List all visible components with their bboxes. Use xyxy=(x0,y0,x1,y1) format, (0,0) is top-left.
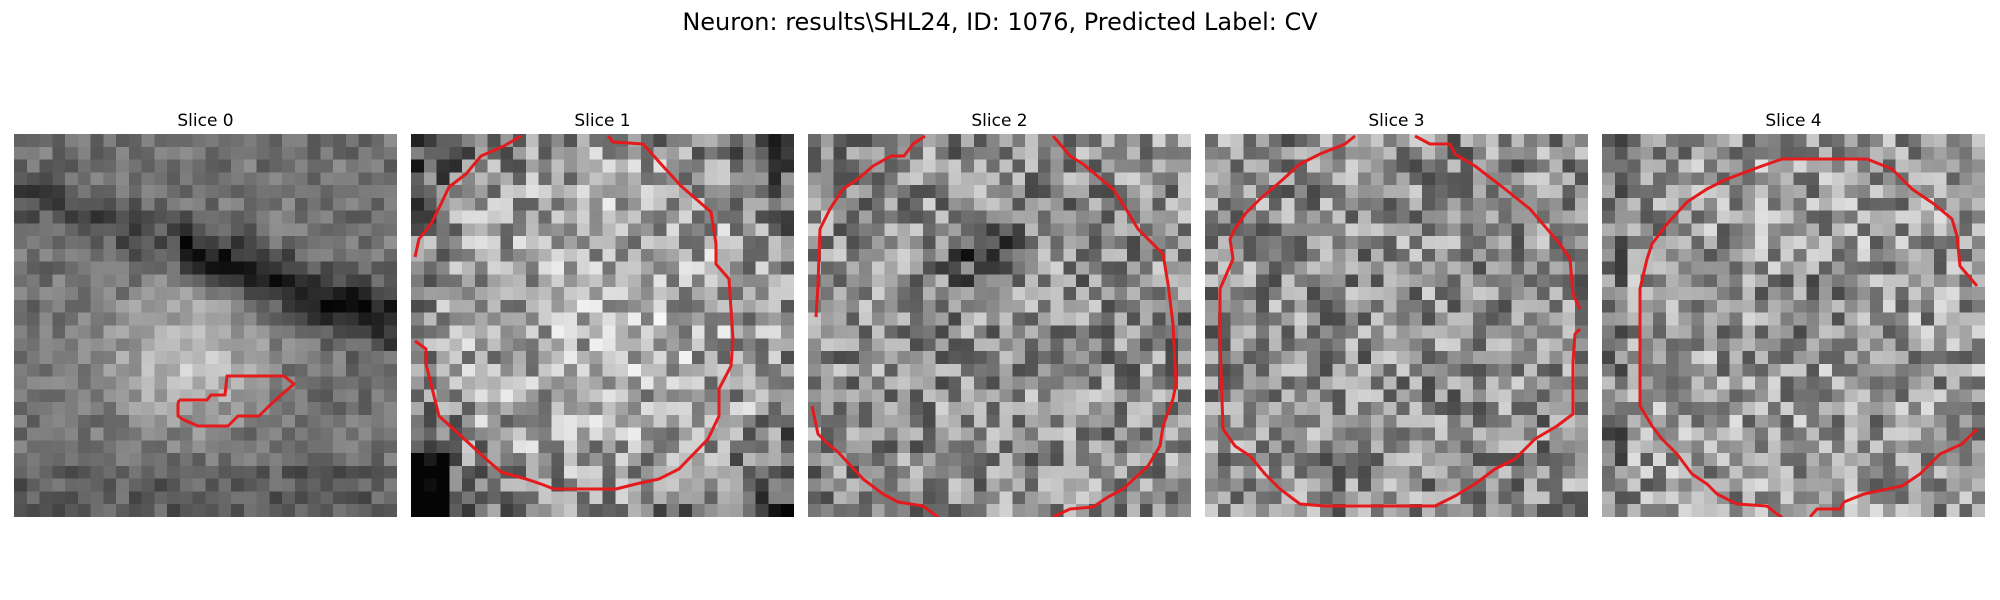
segmentation-contour xyxy=(411,134,794,517)
segmentation-contour xyxy=(808,134,1191,517)
segmentation-contour xyxy=(1602,134,1985,517)
slice-title: Slice 0 xyxy=(14,110,397,132)
slice-panel-0: Slice 0 xyxy=(14,110,397,517)
slice-panel-3: Slice 3 xyxy=(1205,110,1588,517)
slice-title: Slice 2 xyxy=(808,110,1191,132)
segmentation-contour xyxy=(1205,134,1588,517)
slice-panel-1: Slice 1 xyxy=(411,110,794,517)
slice-image xyxy=(1205,134,1588,517)
slice-image xyxy=(808,134,1191,517)
slice-panel-4: Slice 4 xyxy=(1602,110,1985,517)
slice-title: Slice 4 xyxy=(1602,110,1985,132)
figure-title: Neuron: results\SHL24, ID: 1076, Predict… xyxy=(0,8,2000,36)
slice-image xyxy=(1602,134,1985,517)
slice-title: Slice 3 xyxy=(1205,110,1588,132)
slice-image xyxy=(411,134,794,517)
segmentation-contour xyxy=(14,134,397,517)
slice-title: Slice 1 xyxy=(411,110,794,132)
slice-image xyxy=(14,134,397,517)
slice-panel-2: Slice 2 xyxy=(808,110,1191,517)
